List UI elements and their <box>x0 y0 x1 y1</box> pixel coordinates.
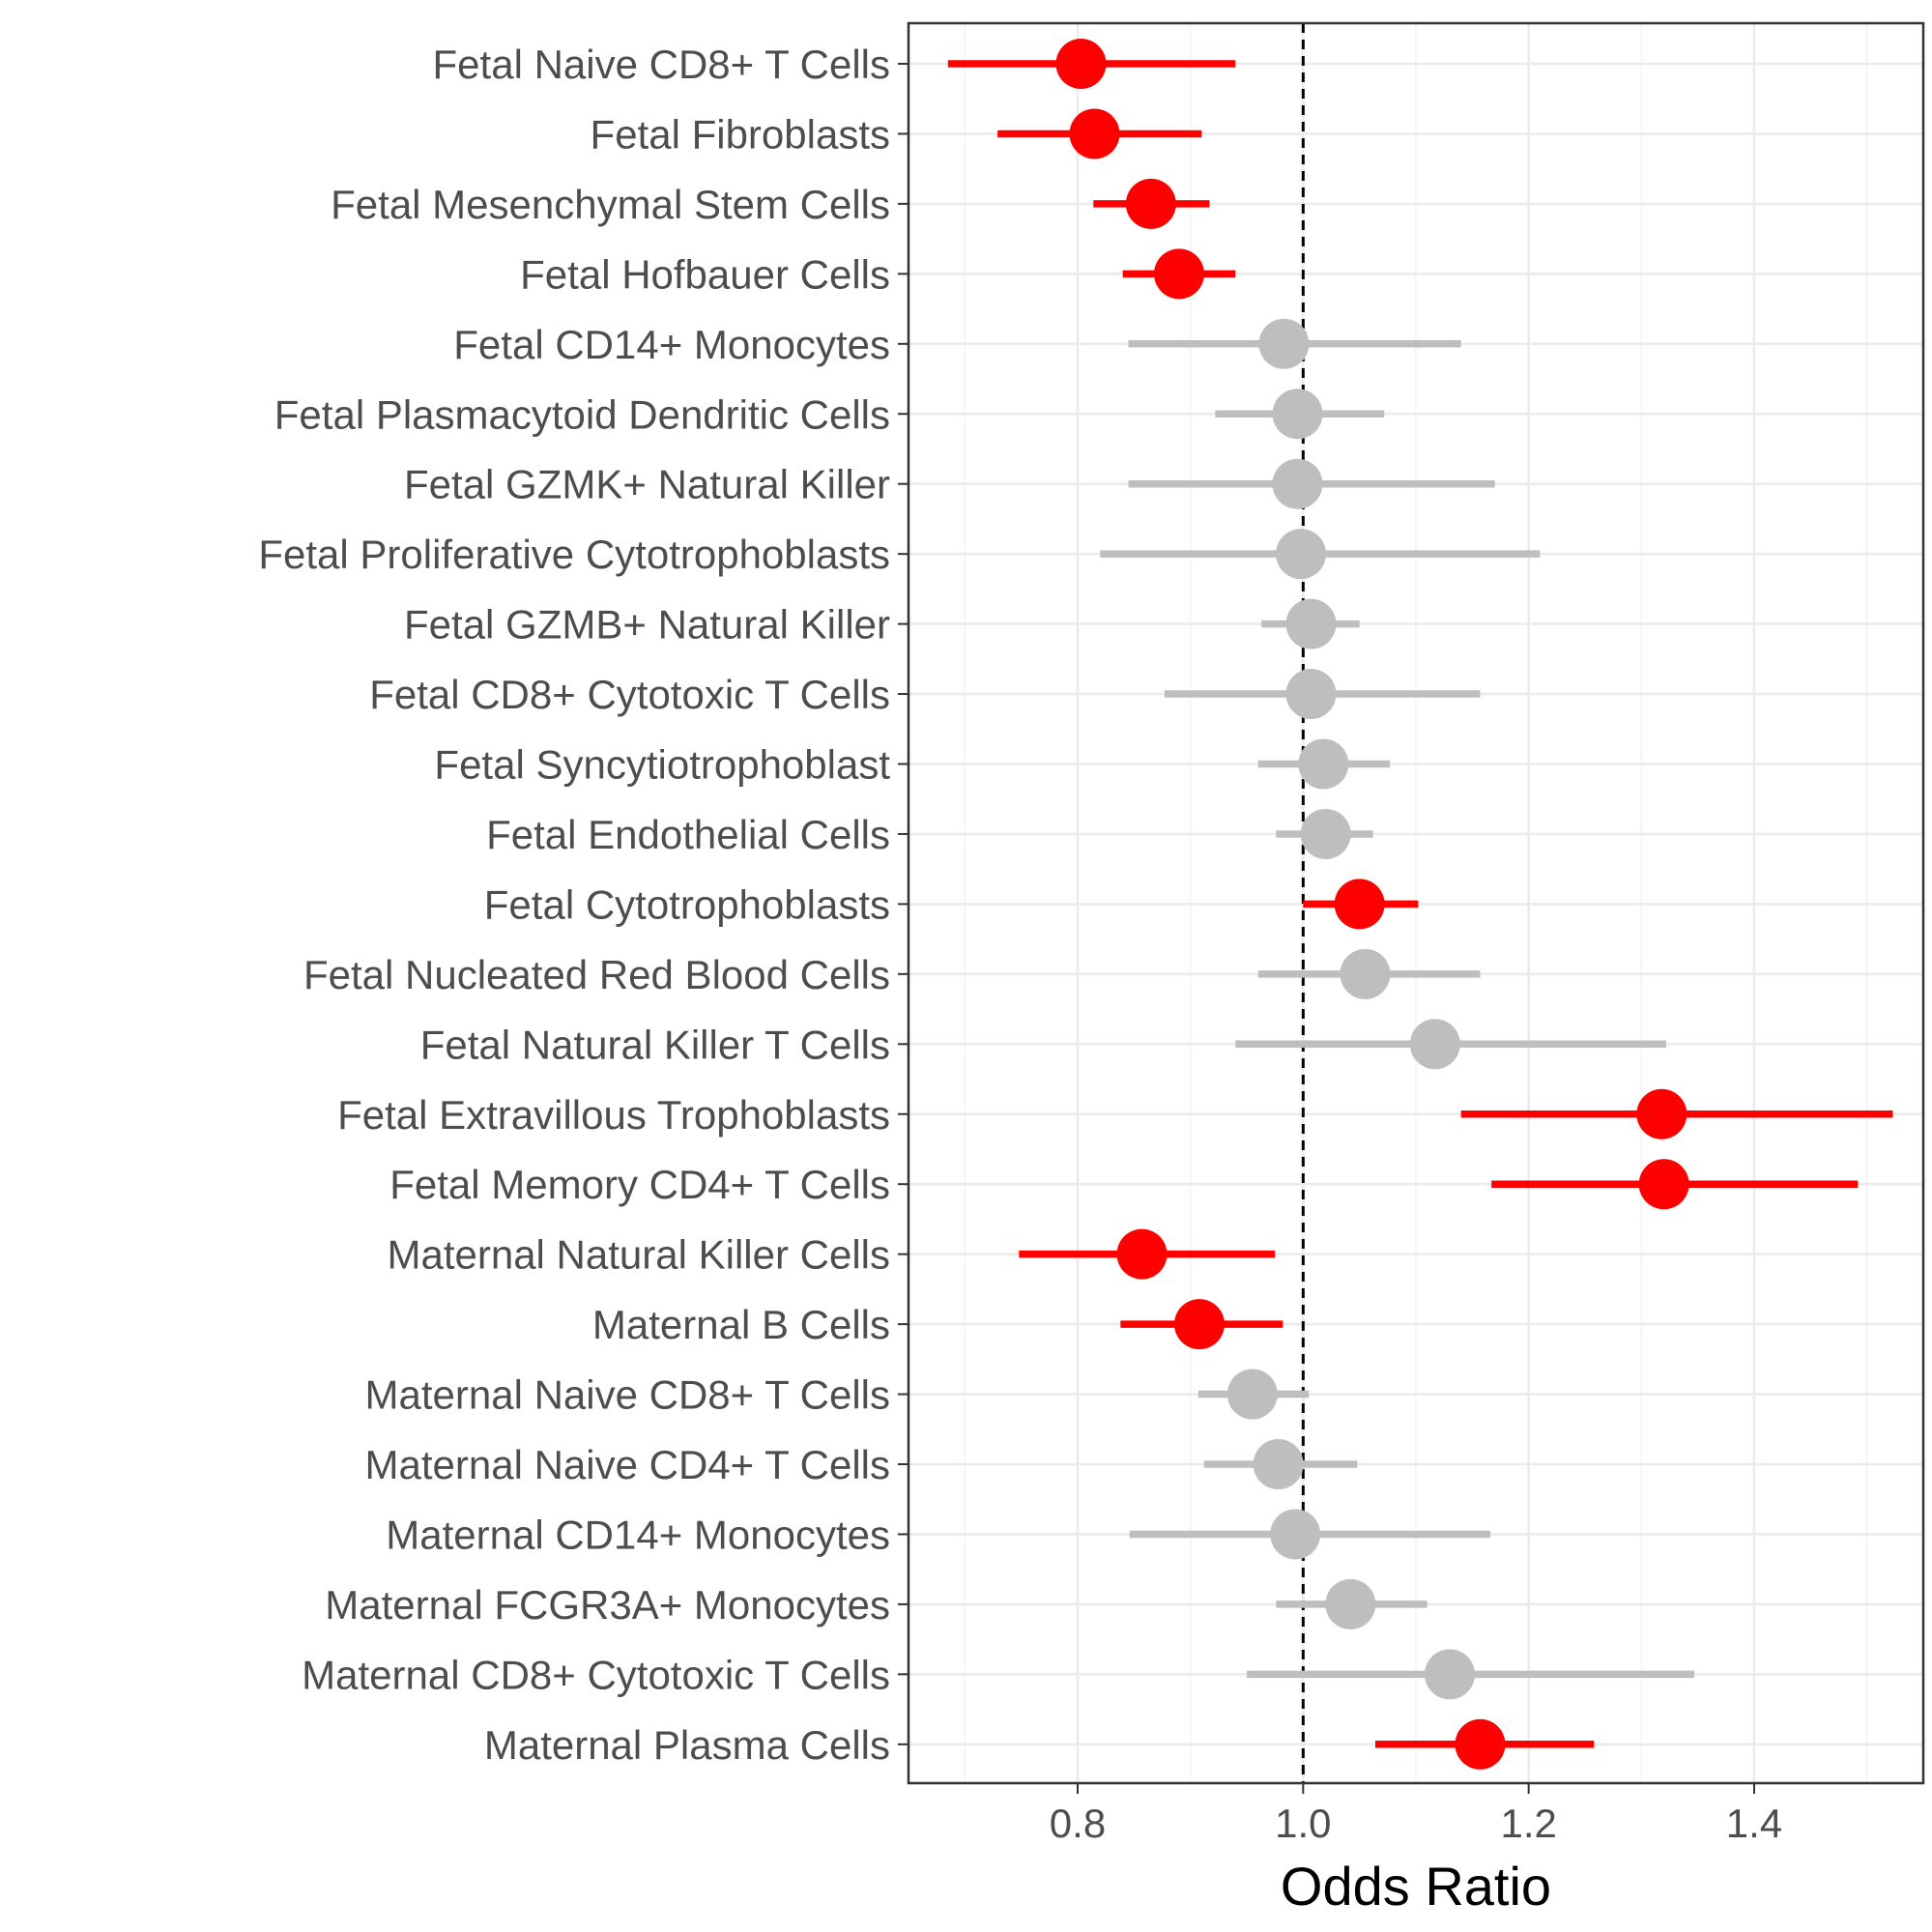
category-label: Fetal Fibroblasts <box>591 111 890 157</box>
x-axis: 0.8 1.0 1.2 1.4 <box>1050 1783 1782 1846</box>
category-label: Maternal CD14+ Monocytes <box>386 1512 890 1557</box>
category-label: Fetal Natural Killer T Cells <box>420 1022 890 1067</box>
x-tick-label: 1.2 <box>1500 1801 1556 1846</box>
point-estimate <box>1340 948 1391 999</box>
x-axis-title: Odds Ratio <box>1281 1856 1551 1917</box>
category-label: Fetal Hofbauer Cells <box>520 251 890 297</box>
category-label: Fetal CD8+ Cytotoxic T Cells <box>369 672 890 717</box>
category-label: Fetal Extravillous Trophoblasts <box>337 1092 890 1138</box>
category-label: Fetal GZMK+ Natural Killer <box>404 462 890 507</box>
category-label: Fetal Cytotrophoblasts <box>484 881 890 927</box>
point-estimate <box>1272 458 1323 509</box>
category-label: Maternal CD8+ Cytotoxic T Cells <box>302 1652 890 1697</box>
point-estimate <box>1258 318 1310 369</box>
point-estimate <box>1253 1439 1304 1489</box>
point-estimate <box>1226 1369 1278 1420</box>
category-label: Fetal Syncytiotrophoblast <box>434 742 890 788</box>
point-estimate <box>1298 738 1349 790</box>
point-estimate <box>1636 1088 1687 1139</box>
category-label: Fetal Endothelial Cells <box>486 812 890 857</box>
point-estimate <box>1455 1718 1506 1770</box>
category-label: Fetal Proliferative Cytotrophoblasts <box>258 532 890 577</box>
category-label: Fetal Memory CD4+ T Cells <box>389 1162 890 1207</box>
x-tick-label: 1.4 <box>1726 1801 1782 1846</box>
category-label: Maternal Plasma Cells <box>484 1722 890 1768</box>
point-estimate <box>1285 669 1337 720</box>
category-label: Fetal Nucleated Red Blood Cells <box>303 952 890 997</box>
point-estimate <box>1055 39 1107 89</box>
category-label: Fetal Mesenchymal Stem Cells <box>331 182 890 227</box>
category-label: Maternal B Cells <box>592 1302 890 1347</box>
point-estimate <box>1154 248 1204 300</box>
point-estimate <box>1276 529 1326 580</box>
x-tick-label: 1.0 <box>1275 1801 1331 1846</box>
point-estimates <box>1055 39 1689 1770</box>
point-estimate <box>1272 389 1323 440</box>
category-label: Fetal GZMB+ Natural Killer <box>404 602 890 648</box>
category-label: Fetal Plasmacytoid Dendritic Cells <box>274 391 890 437</box>
category-label: Fetal Naive CD8+ T Cells <box>433 42 890 87</box>
category-label: Maternal Natural Killer Cells <box>387 1232 890 1278</box>
point-estimate <box>1125 178 1176 229</box>
point-estimate <box>1425 1649 1475 1700</box>
category-labels: Fetal Naive CD8+ T Cells Fetal Fibroblast… <box>258 42 908 1768</box>
x-tick-label: 0.8 <box>1050 1801 1106 1846</box>
point-estimate <box>1334 879 1385 930</box>
point-estimate <box>1638 1159 1689 1210</box>
category-label: Maternal Naive CD8+ T Cells <box>365 1372 891 1418</box>
point-estimate <box>1069 108 1120 159</box>
point-estimate <box>1300 808 1351 859</box>
point-estimate <box>1116 1228 1168 1280</box>
point-estimate <box>1325 1578 1376 1629</box>
point-estimate <box>1409 1019 1460 1070</box>
category-label: Maternal Naive CD4+ T Cells <box>365 1442 891 1487</box>
category-label: Maternal FCGR3A+ Monocytes <box>325 1582 890 1628</box>
point-estimate <box>1174 1299 1225 1350</box>
category-label: Fetal CD14+ Monocytes <box>453 322 890 367</box>
point-estimate <box>1285 598 1337 649</box>
point-estimate <box>1270 1509 1321 1560</box>
